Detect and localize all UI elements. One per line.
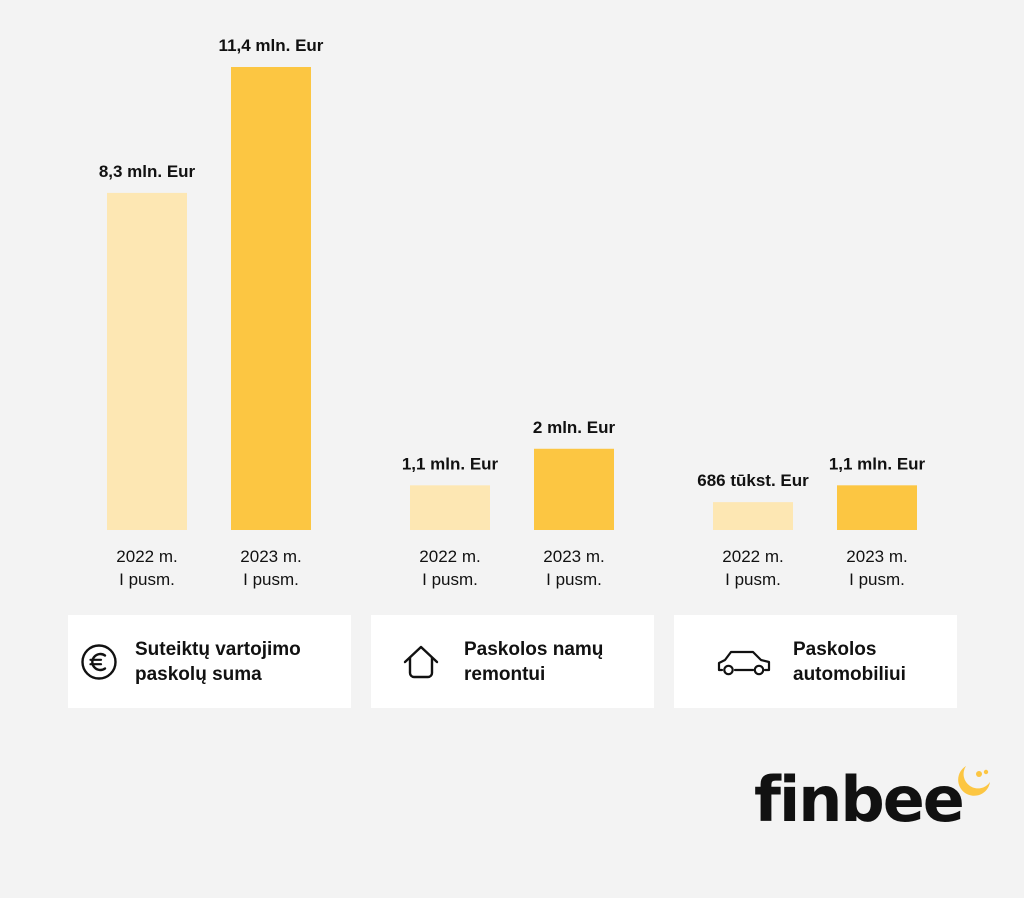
data-label: 686 tūkst. Eur bbox=[697, 471, 809, 490]
bar-chart: 8,3 mln. Eur 2022 m. I pusm. 11,4 mln. Eur 2… bbox=[99, 36, 926, 589]
bar-2022-group-1 bbox=[107, 192, 187, 530]
period-label: 2022 m. I pusm. bbox=[722, 547, 783, 589]
bar-2022-group-3 bbox=[713, 502, 793, 530]
period-label: 2023 m. I pusm. bbox=[846, 547, 907, 589]
logo-wordmark: finbee bbox=[754, 763, 965, 836]
house-icon bbox=[403, 645, 439, 678]
car-icon bbox=[717, 650, 771, 675]
category-card-home-renovation: Paskolos namų remontui bbox=[371, 615, 654, 708]
data-label: 2 mln. Eur bbox=[533, 418, 616, 437]
euro-icon bbox=[81, 643, 117, 680]
data-label: 8,3 mln. Eur bbox=[99, 162, 196, 181]
bar-2023-group-1 bbox=[231, 67, 311, 530]
bar-2022-group-2 bbox=[410, 485, 490, 530]
category-card-consumer-loans: Suteiktų vartojimo paskolų suma bbox=[68, 615, 351, 708]
period-label: 2023 m. I pusm. bbox=[543, 547, 604, 589]
category-card-car-loans: Paskolos automobiliui bbox=[674, 615, 957, 708]
data-label: 1,1 mln. Eur bbox=[402, 454, 499, 473]
bee-swirl-icon bbox=[958, 766, 990, 796]
data-label: 1,1 mln. Eur bbox=[829, 454, 926, 473]
bar-2023-group-3 bbox=[837, 485, 917, 530]
category-title: Paskolos namų remontui bbox=[464, 638, 604, 685]
period-label: 2022 m. I pusm. bbox=[419, 547, 480, 589]
data-label: 11,4 mln. Eur bbox=[219, 36, 324, 55]
bar-2023-group-2 bbox=[534, 448, 614, 530]
category-title: Paskolos automobiliui bbox=[793, 638, 906, 685]
period-label: 2023 m. I pusm. bbox=[240, 547, 301, 589]
category-title: Suteiktų vartojimo paskolų suma bbox=[135, 638, 301, 685]
period-label: 2022 m. I pusm. bbox=[116, 547, 177, 589]
